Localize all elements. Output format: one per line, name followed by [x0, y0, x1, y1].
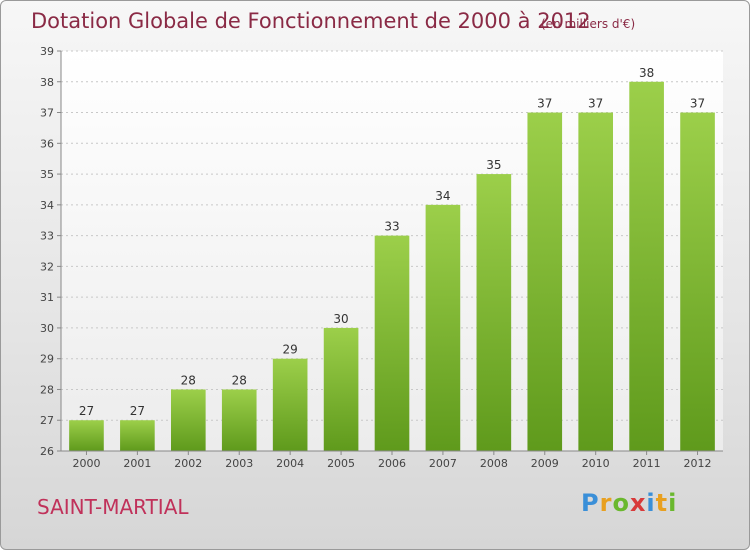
- x-axis: 2000 2001 2002 2003 2004 2005 2006 2007 2008 2009…: [61, 450, 723, 470]
- y-tick-label: 37: [40, 107, 54, 120]
- y-tick-label: 29: [40, 353, 54, 366]
- y-axis: 26 27 28 29 30 31 32 33 34 35 36 37 38 39: [40, 45, 62, 458]
- x-tick-label: 2012: [684, 457, 712, 470]
- bar-value-label: 37: [690, 97, 705, 111]
- logo-letter: o: [612, 489, 630, 517]
- bar: [120, 420, 155, 451]
- x-tick-label: 2007: [429, 457, 457, 470]
- x-tick-label: 2011: [633, 457, 661, 470]
- y-tick-label: 33: [40, 230, 54, 243]
- bar-value-label: 37: [588, 97, 603, 111]
- bar-value-label: 27: [79, 404, 94, 418]
- bar-value-label: 34: [435, 189, 450, 203]
- x-tick-label: 2005: [327, 457, 355, 470]
- bar: [69, 420, 104, 451]
- y-tick-label: 31: [40, 291, 54, 304]
- chart-title: Dotation Globale de Fonctionnement de 20…: [31, 9, 591, 33]
- logo-letter: i: [646, 489, 656, 517]
- bar-value-label: 29: [283, 343, 298, 357]
- y-tick-label: 28: [40, 383, 54, 396]
- bar-value-label: 35: [486, 158, 501, 172]
- x-tick-label: 2010: [582, 457, 610, 470]
- proxiti-logo: Proxiti: [581, 489, 677, 517]
- x-tick-label: 2000: [72, 457, 100, 470]
- y-tick-label: 34: [40, 199, 54, 212]
- chart-subtitle: (en milliers d'€): [541, 17, 636, 31]
- logo-letter: P: [581, 489, 600, 517]
- logo-letter: r: [599, 489, 613, 517]
- x-tick-label: 2001: [123, 457, 151, 470]
- bar-value-label: 33: [384, 220, 399, 234]
- x-tick-label: 2003: [225, 457, 253, 470]
- bar: [476, 174, 512, 452]
- bar-value-label: 38: [639, 66, 654, 80]
- bar: [272, 358, 308, 451]
- bar-value-label: 27: [130, 404, 145, 418]
- y-tick-label: 36: [40, 137, 54, 150]
- logo-letter: i: [668, 489, 678, 517]
- bar: [221, 389, 257, 451]
- bar: [527, 112, 563, 452]
- bar: [680, 112, 715, 452]
- bars: 27 27 28 28 29 30 33 34 35 37 37 38 37: [69, 66, 715, 452]
- y-tick-label: 27: [40, 414, 54, 427]
- bar: [578, 112, 614, 452]
- bar: [323, 327, 359, 451]
- x-tick-label: 2008: [480, 457, 508, 470]
- bar: [629, 81, 664, 452]
- x-tick-label: 2002: [174, 457, 202, 470]
- y-tick-label: 30: [40, 322, 54, 335]
- bar-value-label: 30: [333, 312, 348, 326]
- logo-letter: t: [655, 489, 669, 517]
- x-tick-label: 2004: [276, 457, 304, 470]
- x-tick-label: 2006: [378, 457, 406, 470]
- bar: [374, 235, 410, 451]
- y-tick-label: 26: [40, 445, 54, 458]
- bar: [170, 389, 206, 451]
- bar-value-label: 37: [537, 97, 552, 111]
- bar: [425, 204, 461, 451]
- x-tick-label: 2009: [531, 457, 559, 470]
- logo-letter: x: [629, 489, 647, 517]
- y-tick-label: 39: [40, 45, 54, 58]
- y-tick-label: 35: [40, 168, 54, 181]
- bar-value-label: 28: [232, 373, 247, 387]
- bar-value-label: 28: [181, 373, 196, 387]
- y-tick-label: 32: [40, 260, 54, 273]
- commune-name: SAINT-MARTIAL: [37, 495, 189, 519]
- y-tick-label: 38: [40, 76, 54, 89]
